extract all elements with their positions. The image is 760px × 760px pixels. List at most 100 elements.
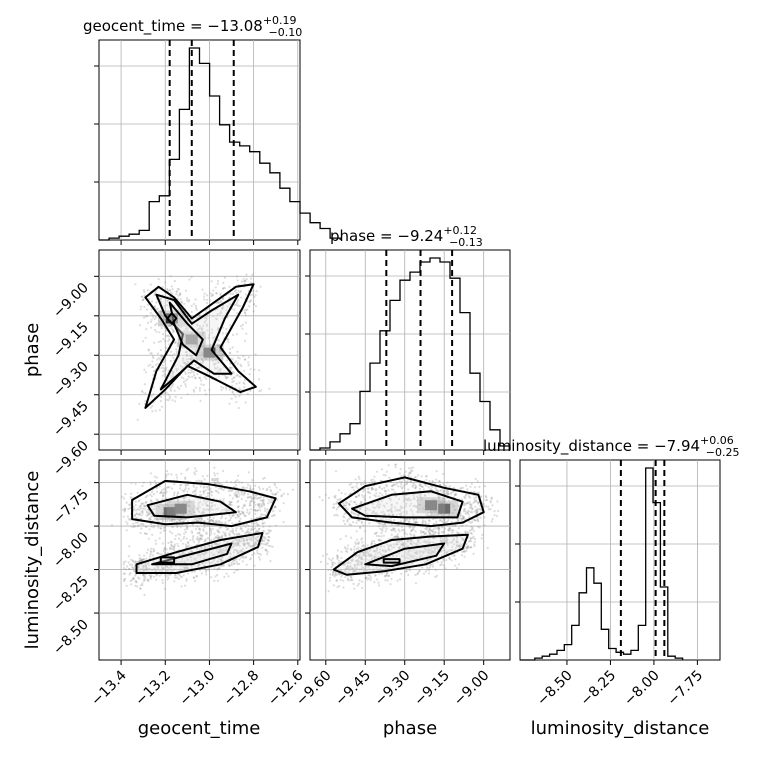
scatter-point: [262, 496, 265, 499]
scatter-point: [144, 501, 148, 504]
scatter-point: [144, 565, 147, 569]
scatter-point: [233, 548, 236, 551]
scatter-point: [258, 552, 261, 556]
scatter-point: [161, 494, 165, 497]
scatter-point: [151, 554, 154, 557]
scatter-point: [250, 281, 253, 284]
scatter-point: [438, 480, 441, 483]
scatter-point: [242, 538, 245, 541]
scatter-point: [235, 532, 238, 536]
scatter-point: [165, 565, 168, 568]
scatter-point: [153, 305, 156, 308]
scatter-point: [378, 486, 381, 489]
scatter-point: [162, 568, 165, 571]
scatter-point: [336, 514, 339, 517]
scatter-point: [171, 354, 174, 357]
scatter-point: [229, 501, 232, 504]
scatter-point: [443, 499, 446, 503]
scatter-point: [150, 318, 153, 321]
scatter-point: [441, 520, 444, 523]
scatter-point: [190, 356, 193, 359]
scatter-point: [377, 506, 380, 509]
scatter-point: [231, 541, 234, 544]
scatter-point: [254, 542, 257, 545]
scatter-point: [245, 556, 248, 559]
scatter-point: [204, 489, 207, 492]
scatter-point: [218, 487, 221, 490]
scatter-point: [198, 387, 201, 390]
scatter-point: [243, 379, 246, 382]
scatter-point: [213, 553, 216, 556]
scatter-point: [408, 526, 411, 529]
scatter-point: [452, 511, 455, 514]
scatter-point: [263, 521, 266, 524]
scatter-point: [264, 509, 267, 512]
scatter-point: [465, 493, 468, 496]
scatter-point: [194, 377, 197, 380]
scatter-point: [258, 488, 261, 491]
scatter-point: [245, 273, 248, 276]
scatter-point: [199, 554, 202, 557]
scatter-point: [191, 536, 194, 539]
scatter-point: [202, 492, 205, 495]
scatter-point: [443, 564, 446, 567]
scatter-point: [183, 560, 187, 563]
scatter-point: [185, 537, 188, 540]
scatter-point: [134, 580, 137, 583]
scatter-point: [170, 487, 173, 490]
scatter-point: [143, 593, 146, 597]
scatter-point: [129, 504, 132, 507]
scatter-point: [110, 524, 114, 527]
scatter-point: [211, 315, 215, 318]
scatter-point: [394, 463, 397, 466]
scatter-point: [202, 324, 205, 327]
scatter-point: [385, 518, 388, 521]
scatter-point: [182, 561, 186, 564]
scatter-point: [213, 504, 216, 507]
scatter-point: [194, 350, 197, 353]
scatter-point: [273, 483, 277, 487]
scatter-point: [402, 494, 405, 497]
scatter-point: [355, 495, 358, 499]
scatter-point: [145, 557, 148, 560]
scatter-point: [188, 299, 191, 302]
scatter-point: [141, 502, 144, 505]
scatter-point: [179, 484, 182, 487]
scatter-point: [209, 533, 212, 536]
scatter-point: [207, 544, 210, 547]
scatter-point: [460, 517, 463, 520]
scatter-point: [161, 498, 164, 501]
scatter-point: [232, 545, 235, 548]
scatter-point: [152, 386, 155, 389]
scatter-point: [142, 481, 145, 484]
scatter-point: [267, 529, 270, 532]
scatter-point: [248, 373, 251, 376]
scatter-point: [203, 557, 206, 560]
scatter-point: [154, 542, 158, 546]
scatter-point: [379, 479, 382, 482]
scatter-point: [230, 366, 233, 369]
scatter-point: [246, 541, 249, 545]
scatter-point: [419, 495, 422, 498]
scatter-point: [130, 525, 133, 528]
scatter-point: [185, 566, 188, 569]
scatter-point: [151, 508, 155, 511]
scatter-point: [197, 504, 200, 507]
scatter-point: [462, 515, 465, 519]
scatter-point: [360, 580, 363, 583]
scatter-point: [235, 333, 239, 336]
scatter-point: [154, 539, 157, 542]
scatter-point: [489, 499, 492, 502]
scatter-point: [247, 524, 250, 528]
scatter-point: [243, 514, 246, 518]
scatter-point: [132, 505, 136, 509]
scatter-point: [234, 494, 238, 497]
scatter-point: [413, 525, 416, 528]
scatter-point: [237, 490, 240, 493]
scatter-point: [205, 377, 208, 380]
scatter-point: [333, 495, 336, 498]
scatter-point: [430, 514, 433, 517]
scatter-point: [175, 348, 178, 351]
scatter-point: [391, 514, 394, 517]
